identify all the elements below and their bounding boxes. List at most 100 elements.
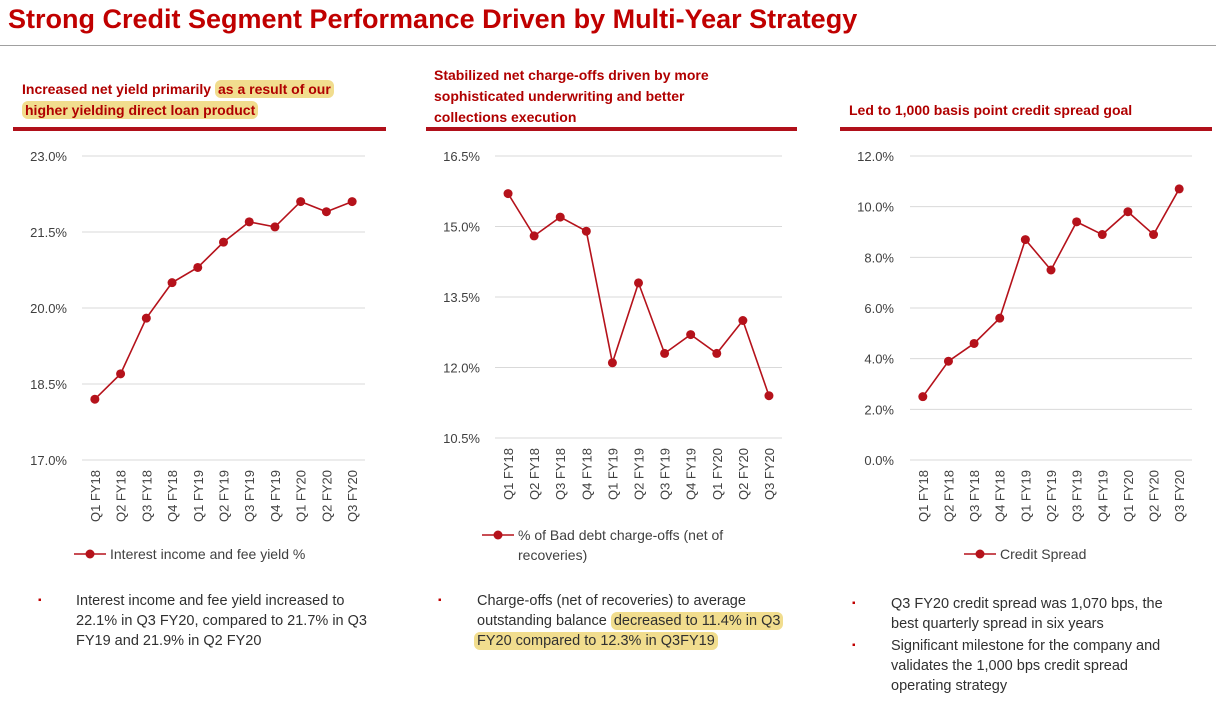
x-tick-label: Q1 FY18 [501, 448, 516, 500]
legend-label: % of Bad debt charge-offs (net of [518, 527, 723, 543]
data-point [556, 213, 565, 222]
x-tick-label: Q3 FY18 [967, 470, 982, 522]
panel1-divider [13, 127, 386, 131]
x-tick-label: Q3 FY19 [242, 470, 257, 522]
y-tick-label: 12.0% [443, 361, 480, 376]
panel1-bullet-line: Interest income and fee yield increased … [76, 591, 396, 611]
x-tick-label: Q2 FY20 [1147, 470, 1162, 522]
panel2-heading-line: sophisticated underwriting and better [434, 86, 794, 107]
data-point [944, 357, 953, 366]
data-point [90, 395, 99, 404]
data-point [296, 197, 305, 206]
y-tick-label: 12.0% [857, 149, 894, 164]
data-point [348, 197, 357, 206]
data-point [1123, 207, 1132, 216]
x-tick-label: Q2 FY19 [217, 470, 232, 522]
panel1-heading: Increased net yield primarily as a resul… [22, 79, 392, 121]
panel2-heading-line: Stabilized net charge-offs driven by mor… [434, 65, 794, 86]
data-point [712, 349, 721, 358]
panel3-bullet2-line: validates the 1,000 bps credit spread [891, 656, 1211, 676]
data-point [270, 222, 279, 231]
x-tick-label: Q1 FY19 [605, 448, 620, 500]
x-tick-label: Q2 FY18 [527, 448, 542, 500]
data-point [1098, 230, 1107, 239]
data-point [322, 207, 331, 216]
panel3-bullet1-line: best quarterly spread in six years [891, 614, 1211, 634]
data-point [168, 278, 177, 287]
y-tick-label: 8.0% [864, 250, 894, 265]
data-point [142, 314, 151, 323]
data-point [660, 349, 669, 358]
page-title: Strong Credit Segment Performance Driven… [8, 4, 857, 35]
data-point [738, 316, 747, 325]
data-point [219, 238, 228, 247]
y-tick-label: 21.5% [30, 225, 67, 240]
data-point [1175, 184, 1184, 193]
data-point [970, 339, 979, 348]
panel1-bullet-line: FY19 and 21.9% in Q2 FY20 [76, 631, 396, 651]
panel2-divider [426, 127, 797, 131]
x-tick-label: Q4 FY18 [993, 470, 1008, 522]
y-tick-label: 4.0% [864, 352, 894, 367]
panel2-bullet-highlight: decreased to 11.4% in Q3 [611, 612, 784, 630]
x-tick-label: Q1 FY20 [294, 470, 309, 522]
x-tick-label: Q4 FY19 [684, 448, 699, 500]
series-line [508, 194, 769, 396]
legend-label: Credit Spread [1000, 546, 1086, 562]
x-tick-label: Q2 FY20 [319, 470, 334, 522]
bullet-marker: ▪ [852, 636, 856, 656]
panel3-bullet2-line: operating strategy [891, 676, 1211, 696]
x-tick-label: Q1 FY20 [1121, 470, 1136, 522]
x-tick-label: Q2 FY19 [632, 448, 647, 500]
data-point [918, 392, 927, 401]
panel3-bullet1-line: Q3 FY20 credit spread was 1,070 bps, the [891, 594, 1211, 614]
x-tick-label: Q2 FY19 [1044, 470, 1059, 522]
legend-label: Interest income and fee yield % [110, 546, 305, 562]
x-tick-label: Q2 FY18 [114, 470, 129, 522]
x-tick-label: Q1 FY20 [710, 448, 725, 500]
panel2-heading-line: collections execution [434, 107, 794, 128]
chart-charge-offs: 16.5% 15.0% 13.5% 12.0% 10.5% Q1 FY18 Q2 FY18 Q… [408, 140, 818, 570]
y-tick-label: 10.5% [443, 431, 480, 446]
x-tick-label: Q3 FY18 [139, 470, 154, 522]
x-tick-label: Q1 FY18 [88, 470, 103, 522]
x-tick-label: Q3 FY20 [1172, 470, 1187, 522]
series-line [923, 189, 1179, 397]
data-point [530, 231, 539, 240]
panel2-bullet-line: Charge-offs (net of recoveries) to avera… [477, 591, 817, 611]
x-tick-label: Q3 FY19 [1070, 470, 1085, 522]
y-tick-label: 10.0% [857, 200, 894, 215]
data-point [634, 278, 643, 287]
x-tick-label: Q3 FY19 [658, 448, 673, 500]
panel1-heading-highlight-2: higher yielding direct loan product [22, 101, 258, 119]
x-tick-label: Q4 FY19 [268, 470, 283, 522]
y-tick-label: 17.0% [30, 453, 67, 468]
data-point [1072, 217, 1081, 226]
x-tick-label: Q2 FY18 [941, 470, 956, 522]
data-point [582, 227, 591, 236]
bullet-marker: ▪ [438, 591, 442, 611]
panel1-heading-plain: Increased net yield primarily [22, 81, 215, 97]
bullet-marker: ▪ [38, 591, 42, 611]
chart-credit-spread: 12.0% 10.0% 8.0% 6.0% 4.0% 2.0% 0.0% Q1 FY18 Q2 … [816, 140, 1216, 570]
panel3-heading: Led to 1,000 basis point credit spread g… [849, 100, 1209, 121]
data-point [764, 391, 773, 400]
x-tick-label: Q2 FY20 [736, 448, 751, 500]
data-point [686, 330, 695, 339]
y-tick-label: 2.0% [864, 402, 894, 417]
data-point [608, 358, 617, 367]
y-tick-label: 16.5% [443, 149, 480, 164]
data-point [1021, 235, 1030, 244]
legend-marker [86, 550, 95, 559]
panel2-bullet-highlight: FY20 compared to 12.3% in Q3FY19 [474, 632, 718, 650]
x-tick-label: Q1 FY19 [1018, 470, 1033, 522]
y-tick-label: 18.5% [30, 377, 67, 392]
x-tick-label: Q3 FY20 [762, 448, 777, 500]
data-point [116, 369, 125, 378]
x-tick-label: Q4 FY18 [579, 448, 594, 500]
y-tick-label: 13.5% [443, 290, 480, 305]
data-point [995, 314, 1004, 323]
panel2-bullet-plain: outstanding balance [477, 613, 611, 629]
x-tick-label: Q3 FY20 [345, 470, 360, 522]
panel1-heading-highlight-1: as a result of our [215, 80, 334, 98]
